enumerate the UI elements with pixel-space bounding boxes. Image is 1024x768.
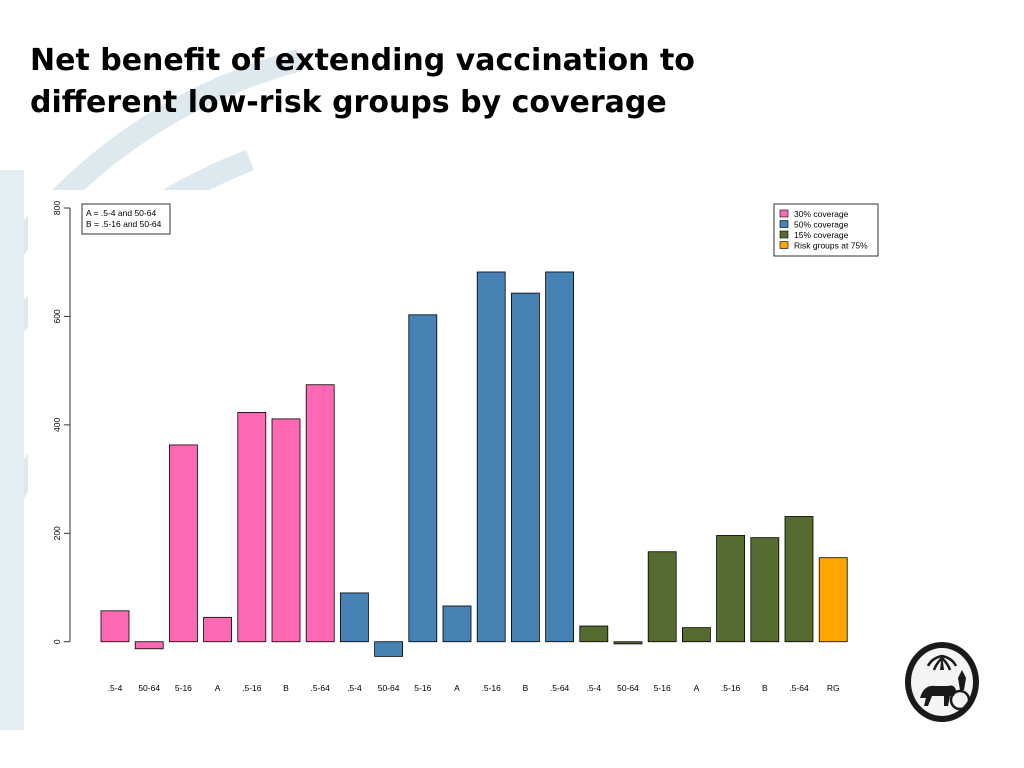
y-tick-label: 0	[52, 639, 62, 644]
bar	[476, 271, 506, 643]
y-tick-label: 200	[52, 526, 62, 540]
bar	[545, 271, 574, 643]
x-tick-labels: .5-4 50-64 5-16 A .5-16 B .5-64 .5-4 50-64 5-16 A.…	[108, 683, 840, 693]
bar	[579, 625, 609, 643]
legend-swatch	[779, 241, 789, 249]
x-tick-label: A	[454, 683, 460, 693]
bar	[442, 605, 472, 643]
bar	[305, 384, 335, 643]
bar-chart: 0 200 400 600 800 .5-4 50-64 5-16 A .5-16 B .5-64.…	[52, 201, 879, 693]
legend-frame	[773, 203, 879, 257]
bar	[818, 557, 848, 643]
bar	[750, 537, 780, 643]
x-tick-label: .5-16	[482, 683, 502, 693]
x-tick-label: .5-4	[586, 683, 601, 693]
institution-logo	[905, 642, 979, 722]
bars	[100, 271, 848, 657]
x-tick-label: 5-16	[175, 683, 192, 693]
bar	[203, 616, 233, 643]
slide-title: Net benefit of extending vaccination to …	[30, 40, 830, 124]
bar	[784, 516, 814, 643]
bar	[100, 610, 130, 643]
legend-swatch	[779, 230, 789, 239]
x-tick-label: 50-64	[378, 683, 400, 693]
x-tick-label: .5-64	[550, 683, 570, 693]
bar	[237, 411, 267, 643]
note-b: B = .5-16 and 50-64	[86, 219, 162, 229]
y-tick-label: 800	[52, 201, 62, 215]
bar	[613, 641, 643, 645]
bar	[374, 641, 404, 657]
y-tick-label: 400	[52, 418, 62, 432]
note-a: A = .5-4 and 50-64	[86, 208, 156, 218]
x-tick-label: .5-16	[721, 683, 741, 693]
y-tick-label: 600	[52, 309, 62, 323]
x-tick-label: 50-64	[138, 683, 160, 693]
bar	[408, 314, 438, 643]
x-tick-label: 5-16	[414, 683, 431, 693]
legend-label: 30% coverage	[794, 209, 849, 219]
legend-swatch	[779, 209, 789, 218]
x-tick-label: .5-16	[242, 683, 262, 693]
bar	[339, 592, 369, 643]
x-tick-label: A	[694, 683, 700, 693]
x-tick-label: .5-4	[347, 683, 362, 693]
legend-label: 50% coverage	[794, 220, 849, 230]
bar	[168, 444, 198, 643]
x-tick-label: .5-64	[311, 683, 331, 693]
x-tick-label: B	[283, 683, 289, 693]
bar	[682, 627, 711, 643]
x-tick-label: .5-4	[108, 683, 123, 693]
x-tick-label: RG	[827, 683, 840, 693]
x-tick-label: B	[762, 683, 768, 693]
notes-box-frame	[81, 203, 171, 235]
legend-swatch	[779, 220, 789, 228]
y-axis: 0 200 400 600 800	[52, 201, 71, 644]
logo-horse	[920, 685, 956, 706]
x-tick-label: A	[215, 683, 221, 693]
x-tick-label: .5-64	[789, 683, 809, 693]
slide-title-line-1: Net benefit of extending vaccination to	[30, 43, 695, 78]
notes-box: A = .5-4 and 50-64 B = .5-16 and 50-64	[81, 203, 171, 235]
bar	[510, 292, 540, 643]
bar	[134, 641, 164, 650]
slide-title-line-2: different low-risk groups by coverage	[30, 85, 667, 120]
legend-label: Risk groups at 75%	[794, 241, 868, 251]
bar	[716, 535, 745, 643]
x-tick-label: 5-16	[654, 683, 671, 693]
bar	[647, 551, 677, 643]
legend-label: 15% coverage	[794, 230, 849, 240]
bar	[271, 418, 301, 643]
x-tick-label: B	[523, 683, 529, 693]
x-tick-label: 50-64	[617, 683, 639, 693]
logo-wheel	[949, 689, 971, 711]
